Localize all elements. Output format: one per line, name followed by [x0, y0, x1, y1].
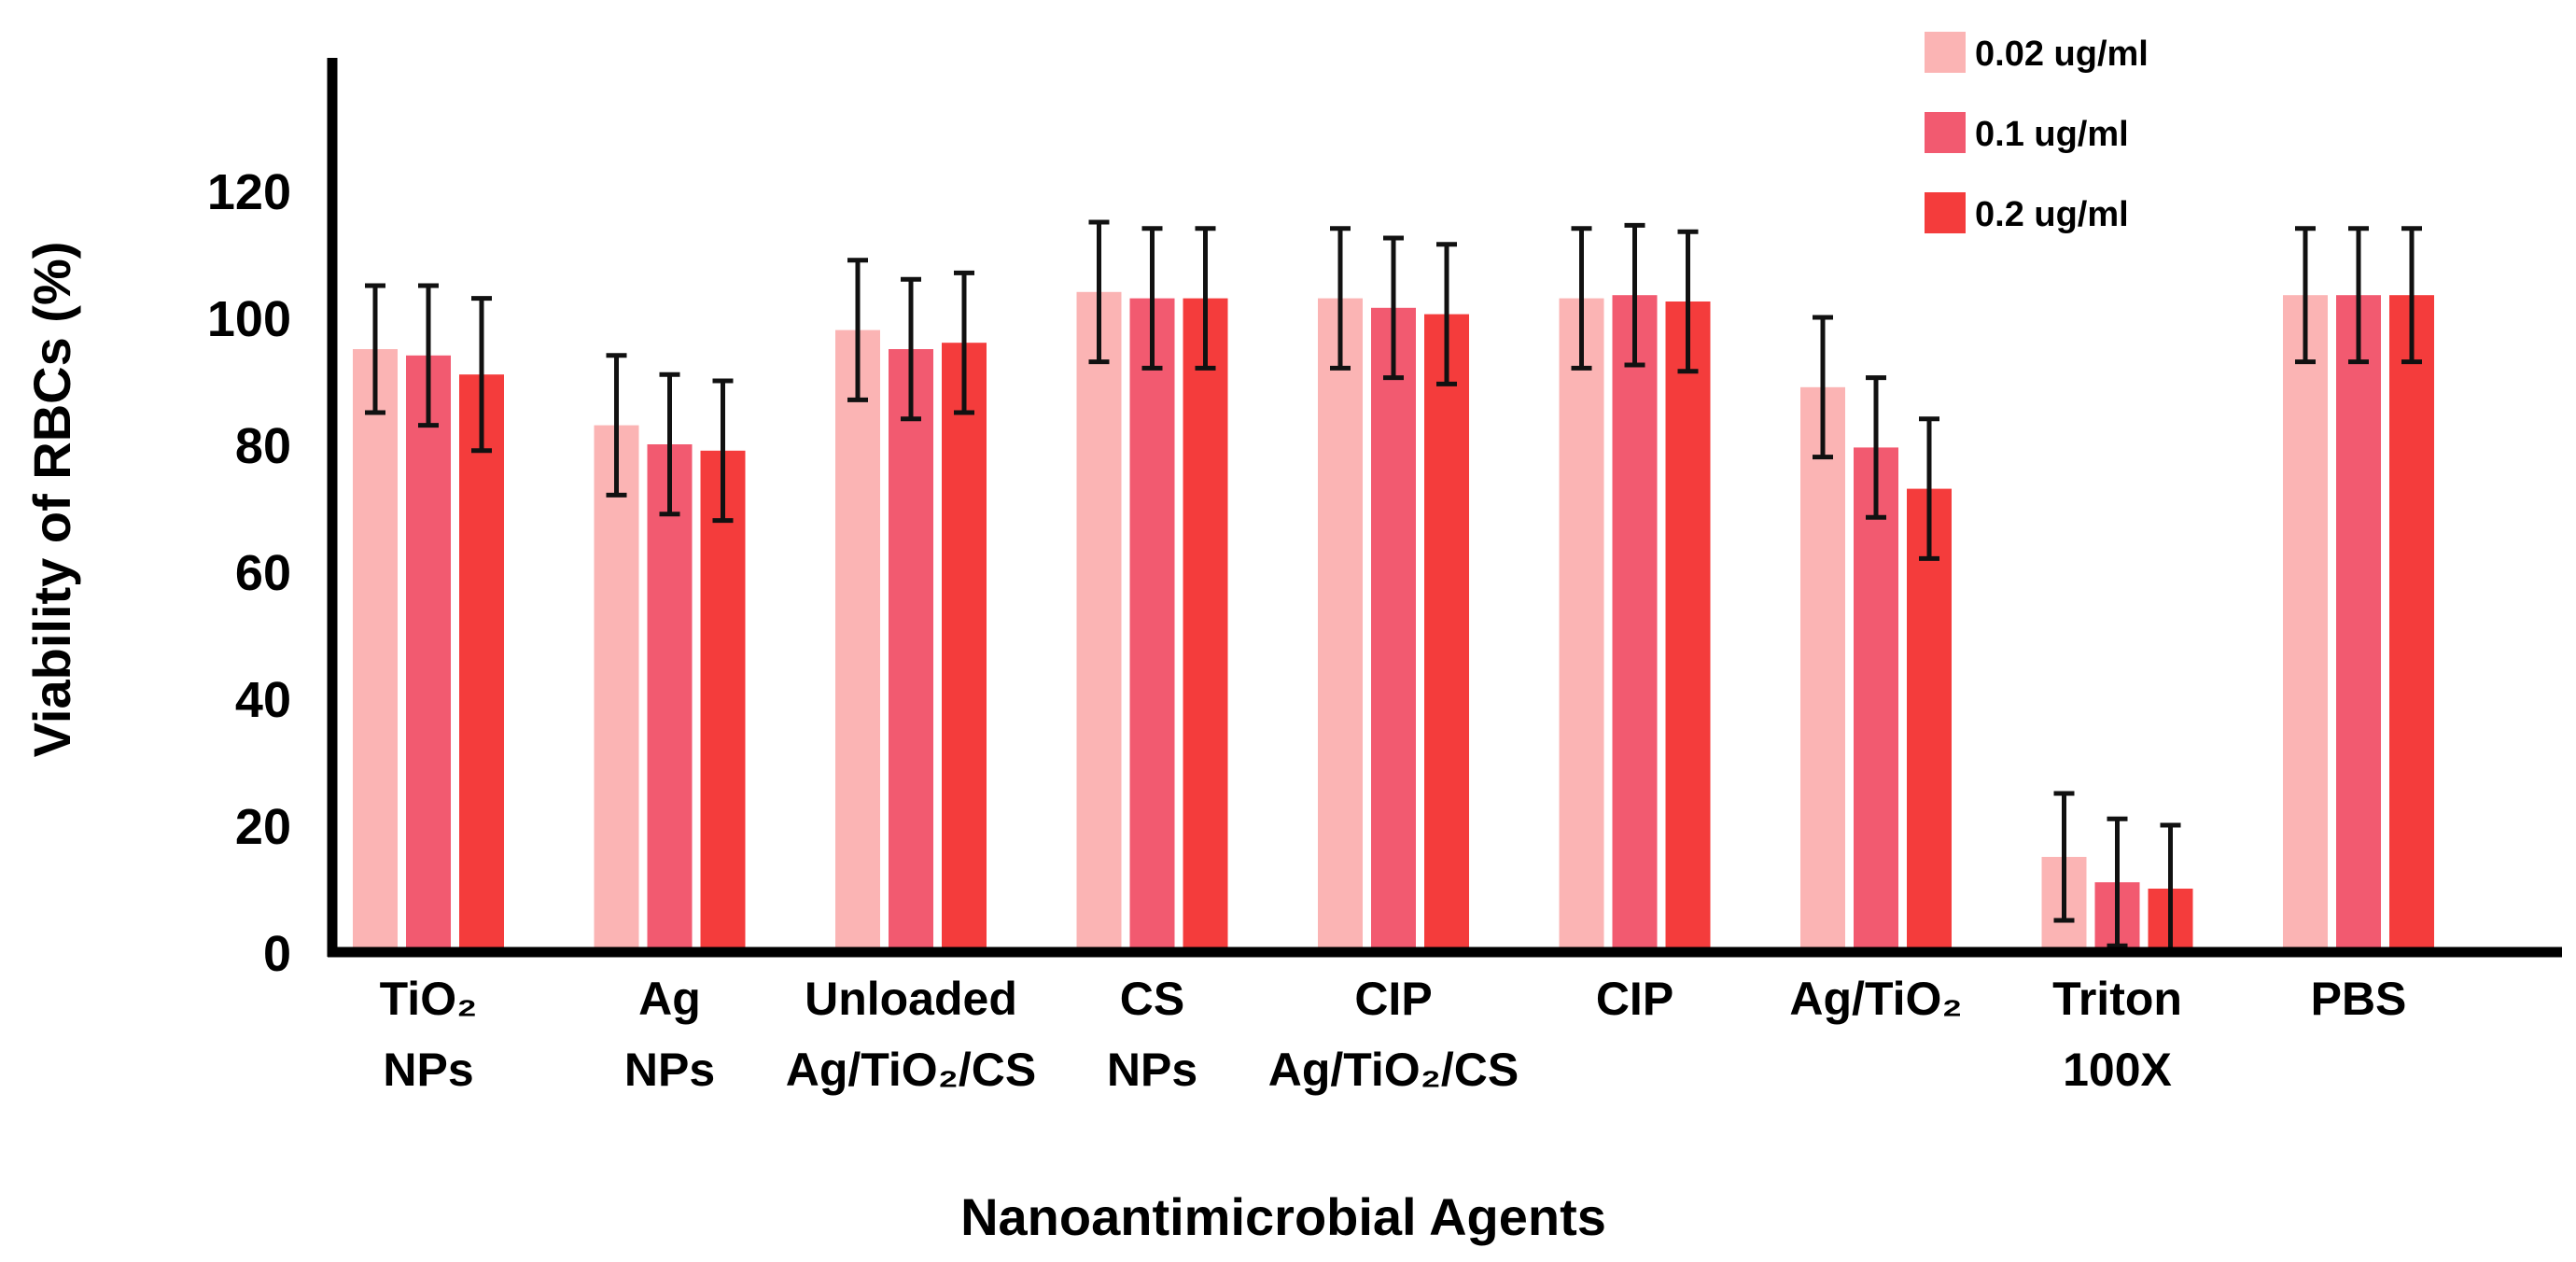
bar: [835, 330, 880, 953]
x-category-label: Ag/TiO₂/CS: [786, 1044, 1037, 1096]
legend-swatch: [1925, 112, 1966, 153]
bar: [1371, 307, 1416, 952]
y-tick-label: 0: [263, 926, 291, 982]
bar: [1612, 295, 1658, 952]
error-bar: [659, 372, 680, 517]
bar: [889, 349, 933, 952]
bar: [1665, 301, 1711, 952]
bar: [1800, 386, 1845, 952]
error-bar: [418, 283, 439, 428]
legend-label: 0.2 ug/ml: [1975, 195, 2129, 234]
bar: [1559, 298, 1604, 953]
error-bar: [1919, 416, 1939, 561]
error-bar: [2295, 226, 2316, 365]
error-bar: [1141, 226, 1163, 371]
x-category-label: 100X: [2063, 1044, 2172, 1096]
bar: [1907, 488, 1952, 952]
error-bar: [954, 270, 974, 415]
error-bar: [2107, 816, 2128, 948]
error-bar: [901, 276, 921, 422]
legend-item: 0.02 ug/ml: [1925, 32, 2149, 74]
y-tick-label: 100: [207, 291, 291, 347]
error-bar: [2053, 791, 2075, 923]
x-category-label: CS: [1120, 973, 1184, 1025]
error-bar: [1436, 242, 1457, 386]
y-axis-title: Viability of RBCs (%): [22, 242, 81, 758]
legend-item: 0.1 ug/ml: [1925, 112, 2129, 154]
legend-label: 0.1 ug/ml: [1975, 115, 2129, 154]
bar: [459, 374, 504, 952]
error-bar: [1088, 219, 1110, 365]
bars-layer: [353, 291, 2434, 953]
x-category-label: CIP: [1596, 973, 1673, 1025]
x-category-label: CIP: [1354, 973, 1432, 1025]
legend-item: 0.2 ug/ml: [1925, 192, 2129, 234]
x-category-label: Unloaded: [805, 973, 1017, 1025]
x-axis-title: Nanoantimicrobial Agents: [960, 1187, 1606, 1246]
error-bar: [1677, 229, 1699, 374]
error-bar: [1624, 222, 1645, 368]
x-category-label: TiO₂: [380, 973, 478, 1025]
bar: [2283, 295, 2328, 952]
y-tick-label: 120: [207, 164, 291, 220]
x-category-labels: TiO₂ NPs Ag NPs Unloaded Ag/TiO₂/CS CS NPs CIP Ag…: [380, 973, 2407, 1096]
legend-swatch: [1925, 32, 1966, 73]
legend-swatch: [1925, 192, 1966, 233]
error-bar: [712, 378, 734, 524]
error-bar: [1866, 375, 1886, 520]
bar: [1129, 298, 1175, 953]
error-bar: [1330, 226, 1351, 371]
bar: [1318, 298, 1363, 953]
bar: [353, 349, 398, 952]
y-tick-label: 20: [235, 799, 291, 855]
error-bar: [1383, 235, 1404, 381]
legend: 0.02 ug/ml 0.1 ug/ml 0.2 ug/ml: [1925, 32, 2149, 234]
error-bar: [1195, 226, 1216, 371]
bar: [1854, 447, 1898, 952]
bar: [1183, 298, 1228, 953]
error-bar: [1571, 226, 1592, 371]
y-tick-label: 80: [235, 418, 291, 474]
y-tick-labels: 0 20 40 60 80 100 120: [207, 164, 291, 982]
axes-layer: [327, 58, 2562, 958]
error-bar: [847, 258, 868, 402]
x-category-label: Ag/TiO₂: [1789, 973, 1962, 1025]
bar: [1424, 314, 1469, 953]
y-tick-label: 40: [235, 672, 291, 728]
error-bar: [2348, 226, 2369, 365]
x-category-label: NPs: [624, 1044, 715, 1096]
error-bar: [1813, 315, 1833, 460]
x-category-label: NPs: [383, 1044, 473, 1096]
error-bar: [365, 283, 385, 415]
bar: [700, 450, 746, 952]
x-category-label: Ag: [638, 973, 701, 1025]
x-category-label: PBS: [2311, 973, 2407, 1025]
error-bar: [2401, 226, 2422, 365]
bar: [942, 343, 987, 952]
y-tick-label: 60: [235, 545, 291, 601]
bar: [594, 425, 639, 953]
bar: [647, 444, 693, 952]
error-bars-layer: [365, 219, 2422, 955]
bar: [406, 355, 451, 952]
x-category-label: NPs: [1107, 1044, 1197, 1096]
bar: [1076, 291, 1122, 952]
x-category-label: Triton: [2052, 973, 2182, 1025]
bar: [2389, 295, 2434, 952]
bar: [2336, 295, 2381, 952]
legend-label: 0.02 ug/ml: [1975, 35, 2149, 74]
error-bar: [471, 296, 492, 454]
x-category-label: Ag/TiO₂/CS: [1268, 1044, 1519, 1096]
error-bar: [606, 353, 627, 498]
